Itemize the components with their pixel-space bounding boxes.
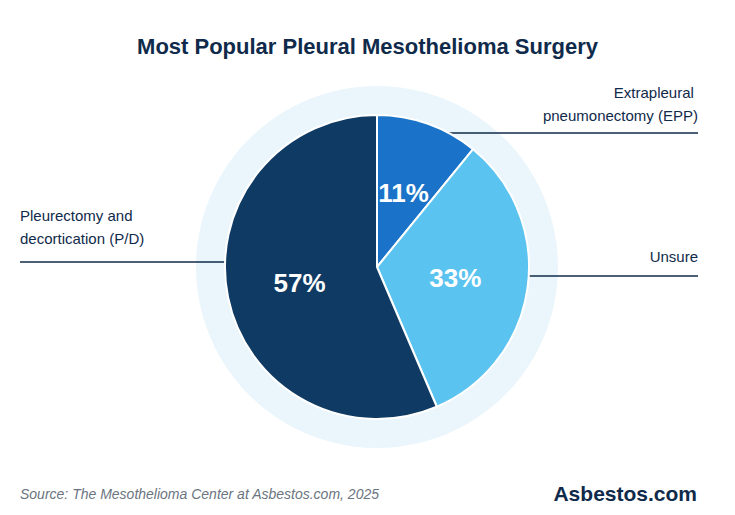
svg-text:11%: 11%: [378, 178, 429, 208]
svg-text:Source: The Mesothelioma Cente: Source: The Mesothelioma Center at Asbes…: [20, 486, 379, 502]
svg-text:Pleurectomy and: Pleurectomy and: [20, 207, 137, 224]
svg-text:Asbestos.com: Asbestos.com: [553, 482, 697, 505]
svg-text:57%: 57%: [274, 268, 326, 298]
svg-text:33%: 33%: [429, 263, 481, 293]
svg-text:Extrapleural: Extrapleural: [614, 84, 698, 101]
svg-text:pneumonectomy (EPP): pneumonectomy (EPP): [543, 107, 698, 124]
svg-text:Unsure: Unsure: [650, 248, 698, 265]
svg-text:decortication (P/D): decortication (P/D): [20, 230, 144, 247]
svg-text:Most Popular Pleural Mesotheli: Most Popular Pleural Mesothelioma Surger…: [137, 34, 599, 59]
